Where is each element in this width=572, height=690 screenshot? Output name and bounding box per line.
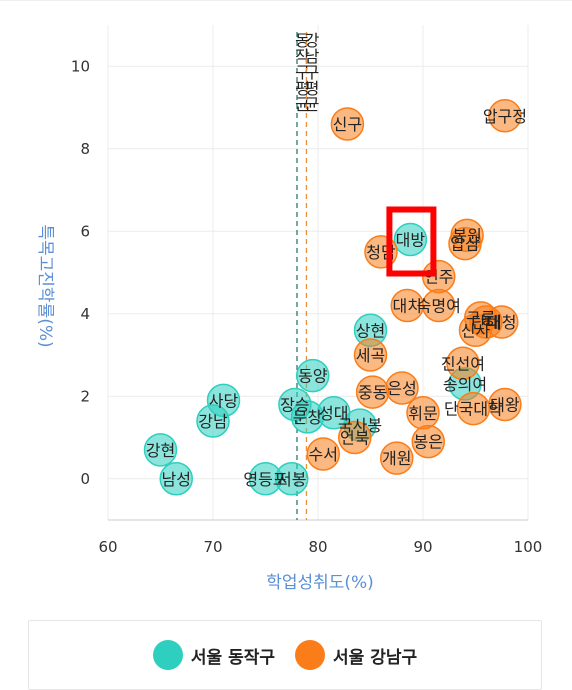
- average-line-label: 동작구평균: [292, 32, 311, 112]
- y-tick-label: 8: [80, 140, 90, 158]
- point-label: 송의여: [443, 375, 487, 394]
- legend-swatch-gangnam: [295, 640, 325, 670]
- point-label: 대왕: [490, 396, 520, 415]
- x-tick-label: 80: [308, 538, 327, 556]
- legend-item-gangnam[interactable]: 서울 강남구: [295, 640, 417, 670]
- data-point[interactable]: [338, 420, 372, 455]
- data-point[interactable]: [143, 433, 178, 467]
- data-point[interactable]: [446, 346, 480, 380]
- x-axis-title: 학업성취도(%): [266, 573, 374, 593]
- point-label: 신구: [333, 115, 362, 134]
- point-label: 구룡: [466, 309, 495, 328]
- y-tick-label: 6: [80, 222, 90, 240]
- point-label: 신사: [461, 321, 491, 340]
- point-label: 압삼: [450, 235, 480, 254]
- point-label: 수서: [309, 445, 338, 464]
- point-label: 압구정: [483, 107, 527, 126]
- data-point[interactable]: [275, 462, 309, 496]
- x-tick-label: 60: [98, 538, 117, 556]
- point-label: 동양: [298, 367, 328, 386]
- point-label: 대방: [396, 231, 426, 250]
- point-label: 강현: [146, 441, 175, 460]
- point-label: 문창: [293, 408, 323, 427]
- y-tick-label: 10: [71, 57, 90, 75]
- x-tick-label: 90: [413, 538, 432, 556]
- data-point[interactable]: [306, 437, 340, 471]
- point-label: 대청: [487, 313, 516, 332]
- data-point[interactable]: [411, 424, 445, 459]
- y-axis-title: 특목고진학률(%): [35, 224, 55, 347]
- legend-label-dongjak: 서울 동작구: [190, 647, 275, 668]
- point-label: 은성: [387, 379, 416, 398]
- point-label: 국사봉: [338, 416, 382, 435]
- average-line-label: 강남구평균: [301, 32, 320, 112]
- point-label: 진선여: [441, 354, 485, 373]
- point-label: 영등포: [243, 470, 287, 489]
- point-label: 숙명여: [417, 297, 461, 316]
- legend-item-dongjak[interactable]: 서울 동작구: [152, 640, 275, 670]
- point-label: 봉은: [414, 433, 443, 452]
- point-label: 단국대학: [444, 400, 503, 419]
- point-label: 사당: [209, 391, 239, 410]
- legend-swatch-dongjak: [152, 640, 183, 670]
- point-label: 상현: [356, 321, 385, 340]
- y-axis: 0 2 4 6 8 10: [71, 57, 90, 488]
- point-label: 단대: [471, 313, 500, 332]
- highlight-layer: [386, 206, 437, 277]
- y-tick-label: 0: [80, 470, 90, 488]
- data-point[interactable]: [458, 313, 493, 347]
- top-divider: [0, 0, 572, 1]
- data-point[interactable]: [422, 288, 456, 323]
- point-label: 휘문: [408, 404, 437, 423]
- point-label: 언북: [340, 429, 369, 448]
- data-point[interactable]: [159, 462, 193, 496]
- data-point[interactable]: [296, 358, 330, 393]
- data-point[interactable]: [330, 107, 365, 141]
- point-label: 언주: [424, 268, 453, 287]
- y-tick-label: 4: [80, 305, 90, 323]
- data-points: [143, 99, 522, 496]
- data-point[interactable]: [488, 387, 522, 422]
- point-label: 대치: [393, 297, 422, 316]
- x-axis: 60 70 80 90 100: [98, 538, 542, 556]
- data-point[interactable]: [196, 404, 230, 438]
- x-tick-label: 70: [203, 538, 222, 556]
- point-label: 장승: [280, 396, 309, 415]
- legend-label-gangnam: 서울 강남구: [333, 647, 418, 668]
- point-label: 남성: [162, 470, 191, 489]
- data-point[interactable]: [488, 99, 522, 133]
- point-label: 봉원: [452, 226, 481, 245]
- data-point[interactable]: [380, 441, 414, 475]
- point-label: 세곡: [356, 346, 385, 365]
- x-tick-label: 100: [514, 538, 543, 556]
- point-label: 성대: [319, 404, 348, 423]
- point-label: 중동: [358, 383, 387, 402]
- data-point[interactable]: [353, 338, 388, 372]
- highlight-box: [386, 206, 437, 277]
- data-point[interactable]: [448, 226, 482, 261]
- data-point[interactable]: [385, 371, 419, 405]
- point-label: 강남: [198, 412, 228, 431]
- point-label: 개원: [382, 449, 411, 468]
- point-label: 서봉: [277, 470, 306, 489]
- data-point[interactable]: [393, 222, 428, 257]
- y-tick-label: 2: [80, 387, 90, 405]
